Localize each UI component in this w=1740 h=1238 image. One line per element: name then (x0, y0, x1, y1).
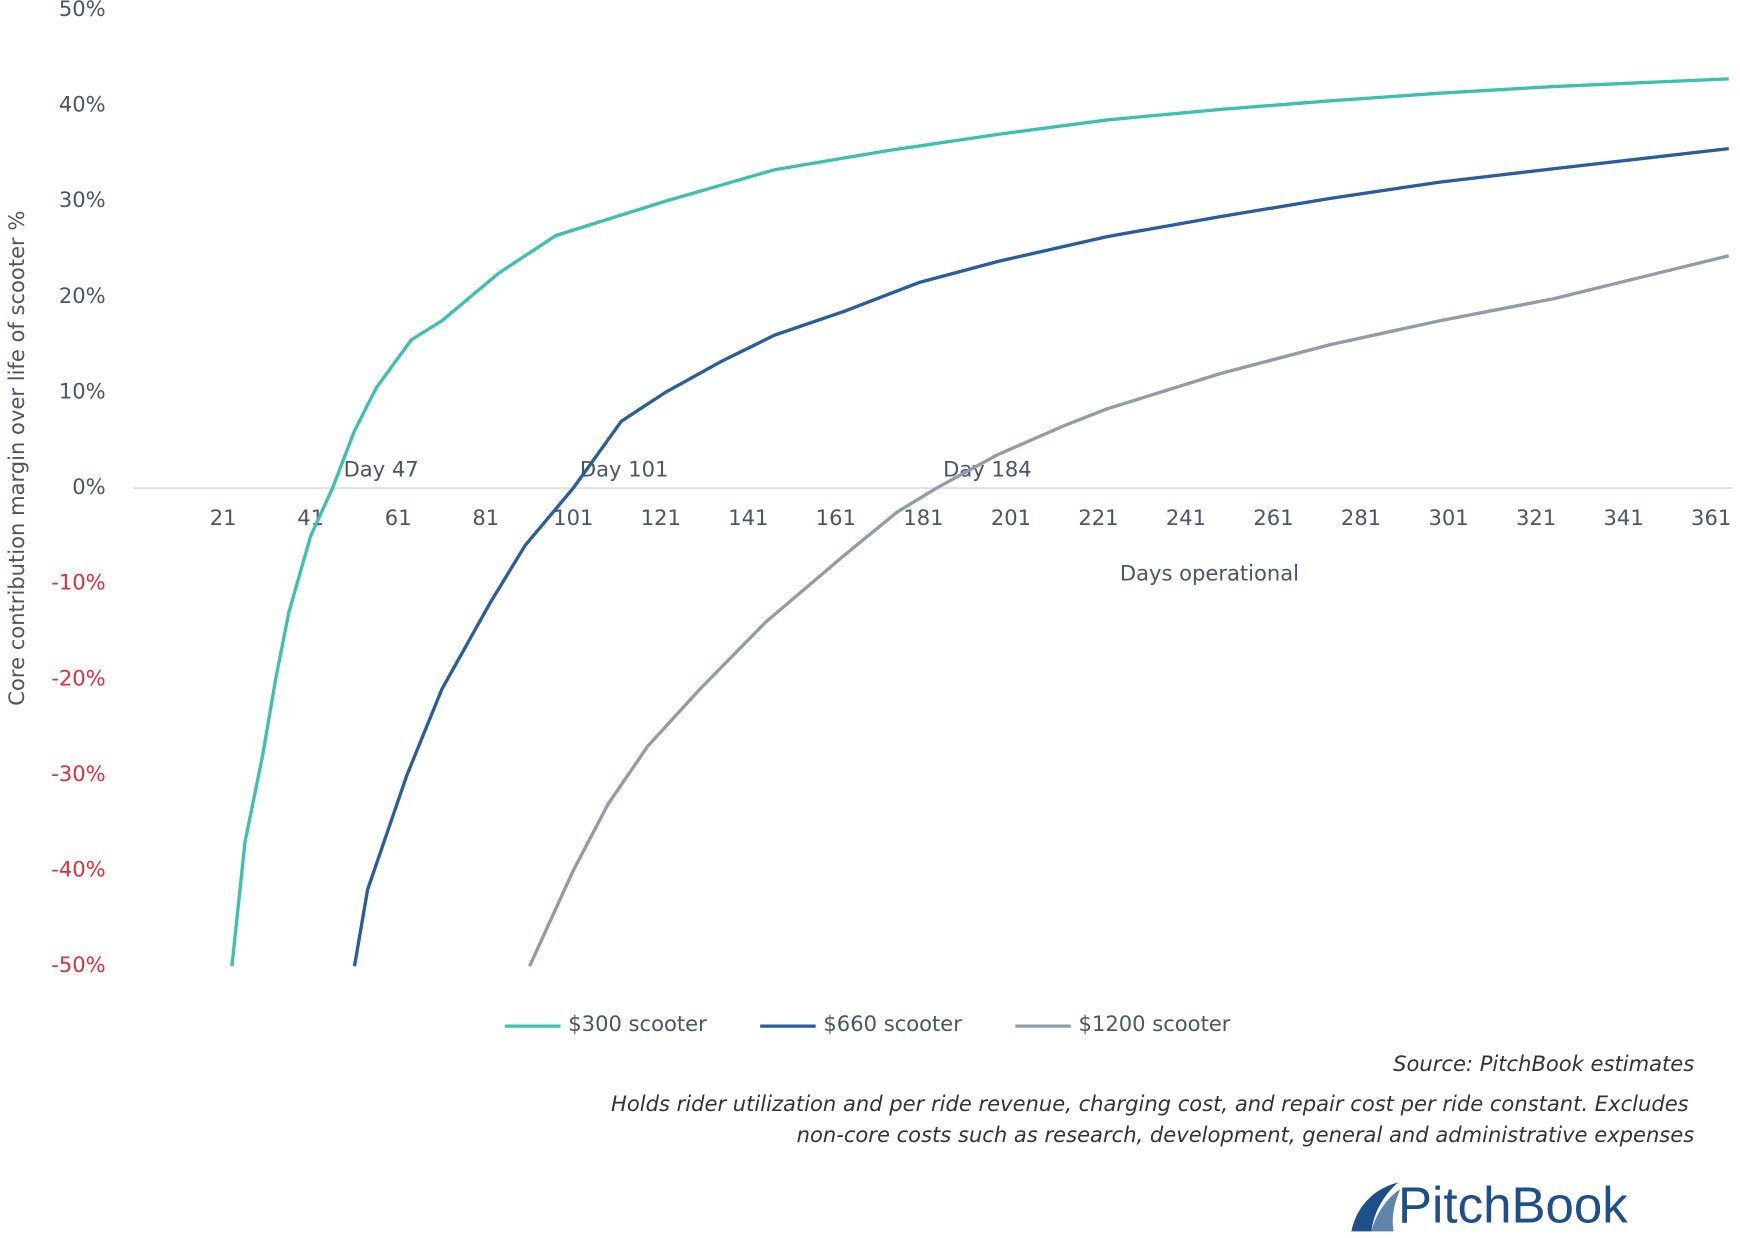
logo-icon (1351, 1182, 1399, 1232)
x-tick-label: 301 (1428, 505, 1468, 530)
x-tick-label: 141 (728, 505, 768, 530)
x-tick-label: 361 (1691, 505, 1731, 530)
y-tick-label: 40% (59, 92, 106, 117)
x-tick-label: 321 (1516, 505, 1556, 530)
y-tick-label: -30% (51, 761, 105, 786)
x-tick-label: 221 (1078, 505, 1118, 530)
x-tick-label: 21 (210, 505, 237, 530)
x-tick-label: 241 (1166, 505, 1206, 530)
series-line (528, 254, 1730, 967)
logo-icon (1371, 1189, 1401, 1232)
y-tick-label: 10% (59, 378, 106, 403)
x-tick-label: 61 (385, 505, 412, 530)
logo-text: PitchBook (1398, 1177, 1628, 1234)
x-tick-label: 261 (1253, 505, 1293, 530)
x-axis-label: Days operational (1120, 561, 1299, 586)
y-tick-label: -40% (51, 857, 105, 882)
y-tick-label: -10% (51, 570, 105, 595)
x-tick-label: 201 (991, 505, 1031, 530)
x-tick-label: 161 (816, 505, 856, 530)
x-tick-label: 101 (553, 505, 593, 530)
x-tick-label: 281 (1341, 505, 1381, 530)
y-axis-label: Core contribution margin over life of sc… (4, 211, 29, 706)
legend-label: $660 scooter (823, 1011, 962, 1036)
note-line: non-core costs such as research, develop… (797, 1122, 1695, 1147)
note-line: Holds rider utilization and per ride rev… (611, 1091, 1689, 1116)
y-tick-label: 50% (59, 0, 106, 21)
x-tick-label: 81 (472, 505, 499, 530)
legend-label: $1200 scooter (1079, 1011, 1231, 1036)
source: Source: PitchBook estimates (1393, 1051, 1694, 1076)
annotation: Day 47 (344, 456, 419, 481)
series-line (230, 77, 1729, 967)
x-tick-label: 181 (903, 505, 943, 530)
y-tick-label: 20% (59, 283, 106, 308)
series-line (352, 146, 1729, 967)
x-tick-label: 121 (641, 505, 681, 530)
logo: PitchBook (1351, 1177, 1628, 1234)
x-tick-label: 341 (1604, 505, 1644, 530)
y-tick-label: 0% (72, 474, 105, 499)
y-tick-label: -20% (51, 665, 105, 690)
y-tick-label: -50% (51, 952, 105, 977)
legend-label: $300 scooter (568, 1011, 707, 1036)
y-tick-label: 30% (59, 187, 106, 212)
